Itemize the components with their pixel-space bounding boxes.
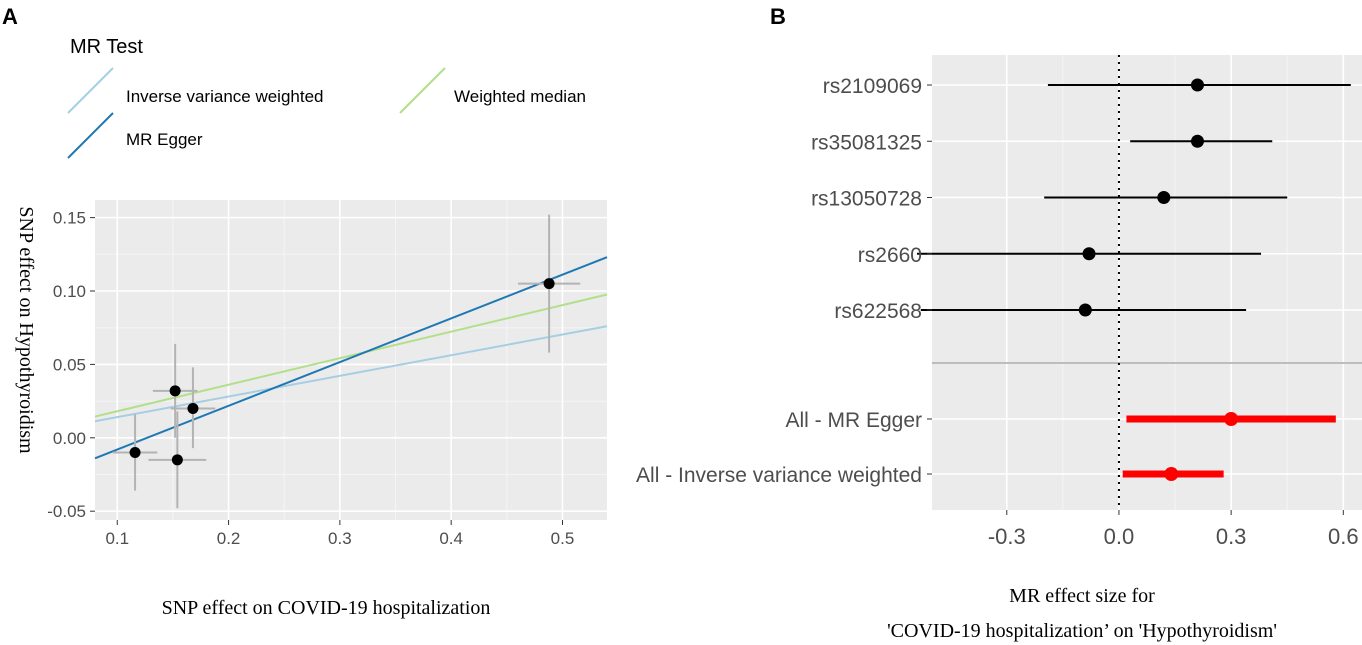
estimate-point xyxy=(1078,303,1092,317)
data-point xyxy=(171,454,183,466)
x-tick-label: 0.6 xyxy=(1328,524,1359,549)
x-tick-label: 0.3 xyxy=(328,529,352,548)
data-point xyxy=(187,402,199,414)
regression-line-egger xyxy=(94,256,608,460)
plot-b-rows xyxy=(917,78,1351,481)
plot-b-row-labels: rs2109069 rs35081325 rs13050728 rs2660 rs622… xyxy=(636,75,932,487)
y-tick-label: 0.00 xyxy=(53,429,86,448)
legend-label-wm: Weighted median xyxy=(454,87,586,106)
snp-label: rs35081325 xyxy=(811,131,922,154)
regression-line-wm xyxy=(94,293,608,418)
legend-key-wm xyxy=(399,67,446,114)
summary-label: All - Inverse variance weighted xyxy=(636,464,922,487)
plot-a-x-ticks: 0.1 0.2 0.3 0.4 0.5 xyxy=(105,520,574,548)
x-axis-label-a: SNP effect on COVID-19 hospitalization xyxy=(162,597,491,619)
legend-label-egger: MR Egger xyxy=(126,130,203,149)
estimate-point xyxy=(1190,78,1204,92)
snp-label: rs622568 xyxy=(834,300,922,323)
data-point xyxy=(543,278,555,290)
snp-label: rs2660 xyxy=(858,244,922,267)
plot-b-x-ticks: -0.3 0.0 0.3 0.6 xyxy=(988,510,1359,549)
estimate-point xyxy=(1082,247,1096,261)
scatter-plot-a: 0.1 0.2 0.3 0.4 0.5 -0.05 0.00 0.05 0.10 0.15 xyxy=(47,200,608,548)
y-tick-label: -0.05 xyxy=(47,502,86,521)
legend-title: MR Test xyxy=(70,36,143,58)
summary-estimate-point xyxy=(1224,412,1239,426)
panel-label-a: A xyxy=(2,4,18,29)
snp-label: rs13050728 xyxy=(811,188,922,211)
x-tick-label: 0.0 xyxy=(1104,524,1135,549)
x-tick-label: 0.2 xyxy=(217,529,241,548)
snp-label: rs2109069 xyxy=(823,75,922,98)
x-tick-label: 0.5 xyxy=(551,529,575,548)
plot-a-grid xyxy=(95,200,607,520)
estimate-point xyxy=(1157,191,1171,204)
plot-a-points xyxy=(129,278,555,466)
estimate-point xyxy=(1190,134,1204,148)
legend-key-egger xyxy=(67,112,114,159)
legend-a: MR Test Inverse variance weighted Weight… xyxy=(67,36,586,159)
y-tick-label: 0.15 xyxy=(53,209,86,228)
panel-label-b: B xyxy=(770,4,786,29)
x-axis-label-b-line1: MR effect size for xyxy=(1009,585,1155,607)
x-axis-label-b-line2: 'COVID-19 hospitalization’ on 'Hypothyro… xyxy=(887,620,1277,642)
y-tick-label: 0.05 xyxy=(53,355,86,374)
x-tick-label: 0.4 xyxy=(439,529,463,548)
summary-label: All - MR Egger xyxy=(785,409,922,432)
summary-estimate-point xyxy=(1164,467,1179,481)
x-tick-label: 0.3 xyxy=(1216,524,1247,549)
x-tick-label: 0.1 xyxy=(105,529,129,548)
plot-a-y-ticks: -0.05 0.00 0.05 0.10 0.15 xyxy=(47,209,95,521)
data-point xyxy=(129,446,141,458)
legend-key-ivw xyxy=(67,67,114,114)
legend-label-ivw: Inverse variance weighted xyxy=(126,87,324,106)
data-point xyxy=(169,385,181,397)
y-tick-label: 0.10 xyxy=(53,282,86,301)
x-tick-label: -0.3 xyxy=(988,524,1026,549)
y-axis-label-a: SNP effect on Hypothyroidism xyxy=(15,206,37,454)
forest-plot-b: rs2109069 rs35081325 rs13050728 rs2660 rs622… xyxy=(636,55,1362,549)
plot-b-background xyxy=(932,55,1362,510)
regression-line-ivw xyxy=(94,325,608,423)
plot-a-background xyxy=(95,200,607,520)
plot-a-regression-lines xyxy=(94,256,608,460)
